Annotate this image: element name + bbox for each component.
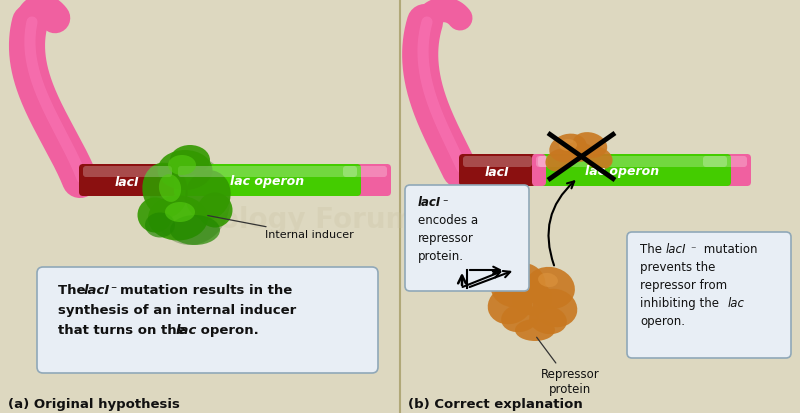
FancyBboxPatch shape — [405, 185, 529, 291]
Text: The: The — [58, 284, 90, 297]
Ellipse shape — [546, 148, 574, 171]
Ellipse shape — [488, 286, 532, 324]
FancyBboxPatch shape — [699, 154, 751, 186]
FancyBboxPatch shape — [703, 156, 747, 167]
Text: operon.: operon. — [196, 324, 258, 337]
FancyBboxPatch shape — [536, 156, 548, 167]
Text: repressor: repressor — [418, 232, 474, 245]
Ellipse shape — [559, 139, 577, 151]
Text: repressor from: repressor from — [640, 279, 727, 292]
FancyBboxPatch shape — [463, 156, 532, 167]
Ellipse shape — [573, 132, 607, 158]
FancyBboxPatch shape — [538, 156, 727, 167]
Text: encodes a: encodes a — [418, 214, 478, 227]
Text: The: The — [640, 243, 666, 256]
FancyBboxPatch shape — [174, 164, 361, 196]
Ellipse shape — [170, 145, 210, 175]
Ellipse shape — [170, 215, 220, 245]
Text: Repressor
protein: Repressor protein — [537, 337, 599, 396]
Ellipse shape — [148, 195, 208, 240]
FancyBboxPatch shape — [79, 164, 176, 196]
Ellipse shape — [142, 163, 188, 217]
Ellipse shape — [145, 213, 175, 237]
Text: lacI: lacI — [418, 196, 442, 209]
FancyBboxPatch shape — [459, 154, 536, 186]
Text: lacI: lacI — [666, 243, 686, 256]
Text: Internal inducer: Internal inducer — [208, 216, 354, 240]
Ellipse shape — [186, 170, 230, 220]
Ellipse shape — [515, 319, 555, 341]
Ellipse shape — [165, 202, 195, 222]
FancyBboxPatch shape — [343, 166, 387, 177]
Ellipse shape — [562, 142, 594, 162]
Text: mutation: mutation — [700, 243, 758, 256]
Text: inhibiting the: inhibiting the — [640, 297, 722, 310]
Text: lac: lac — [728, 297, 745, 310]
FancyBboxPatch shape — [627, 232, 791, 358]
Text: ⁻: ⁻ — [442, 198, 447, 208]
Text: lacI: lacI — [84, 284, 110, 297]
FancyBboxPatch shape — [83, 166, 172, 177]
Text: lac operon: lac operon — [230, 176, 304, 188]
Ellipse shape — [158, 150, 213, 190]
Ellipse shape — [533, 289, 578, 327]
Text: lac: lac — [176, 324, 198, 337]
Text: operon.: operon. — [640, 315, 685, 328]
Text: lac operon: lac operon — [585, 166, 659, 178]
Ellipse shape — [550, 134, 586, 162]
Ellipse shape — [150, 155, 230, 245]
Text: prevents the: prevents the — [640, 261, 715, 274]
Ellipse shape — [583, 147, 613, 170]
Text: lacI: lacI — [114, 176, 139, 188]
FancyBboxPatch shape — [339, 164, 391, 196]
FancyBboxPatch shape — [178, 166, 357, 177]
Text: synthesis of an internal inducer: synthesis of an internal inducer — [58, 304, 296, 317]
Ellipse shape — [501, 271, 523, 286]
Text: mutation results in the: mutation results in the — [120, 284, 292, 297]
Ellipse shape — [501, 304, 539, 332]
Text: lacI: lacI — [485, 166, 510, 178]
Ellipse shape — [168, 155, 196, 175]
Ellipse shape — [198, 192, 233, 228]
FancyBboxPatch shape — [37, 267, 378, 373]
Ellipse shape — [525, 267, 575, 309]
FancyBboxPatch shape — [534, 154, 731, 186]
Ellipse shape — [159, 174, 181, 202]
Text: that turns on the: that turns on the — [58, 324, 190, 337]
Ellipse shape — [490, 262, 546, 308]
Ellipse shape — [512, 280, 552, 316]
Text: ⁻: ⁻ — [690, 245, 695, 255]
Ellipse shape — [529, 306, 567, 334]
Text: ⁻: ⁻ — [110, 284, 116, 297]
Ellipse shape — [138, 197, 173, 233]
FancyBboxPatch shape — [532, 154, 546, 186]
Text: (b) Correct explanation: (b) Correct explanation — [408, 398, 582, 411]
Ellipse shape — [538, 273, 558, 287]
Text: protein.: protein. — [418, 250, 464, 263]
Text: Biology Forums: Biology Forums — [189, 206, 431, 234]
Text: (a) Original hypothesis: (a) Original hypothesis — [8, 398, 180, 411]
